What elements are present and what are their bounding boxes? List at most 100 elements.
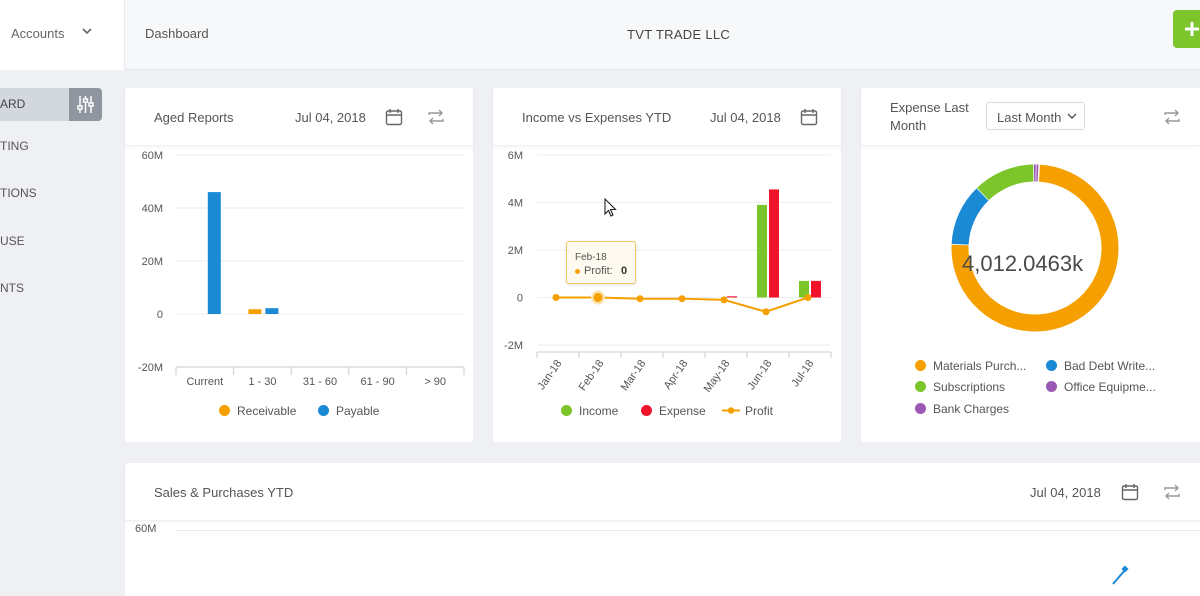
date-picker[interactable]: Jul 04, 2018 [295, 110, 366, 125]
y-tick-label: 40M [142, 203, 163, 215]
legend-dot [915, 381, 926, 392]
sidebar-item-label: ARD [0, 97, 26, 111]
tooltip-value: 0 [621, 265, 628, 277]
series-line-fragment [1112, 565, 1129, 585]
company-name: TVT TRADE LLC [627, 27, 731, 42]
date-picker[interactable]: Jul 04, 2018 [1030, 485, 1101, 500]
income-expenses-chart: 6M 4M 2M 0 -2M Jan-18 Feb-18 Mar-18 Apr-18 May-18… [504, 150, 832, 395]
legend-label: Payable [336, 404, 380, 418]
card-header [861, 88, 1200, 146]
legend-dot [561, 405, 572, 416]
legend-dot [1046, 360, 1057, 371]
filter-button[interactable] [69, 88, 102, 121]
donut-slice [951, 187, 990, 246]
donut-center-value: 4,012.0463k [962, 251, 1084, 276]
card-title: Sales & Purchases YTD [154, 485, 294, 500]
x-tick-label: Feb-18 [577, 358, 607, 393]
x-tick-label: Apr-18 [662, 358, 691, 392]
sidebar-item-dashboard[interactable]: ARD [0, 88, 102, 121]
legend-label: Bad Debt Write... [1064, 359, 1156, 373]
profit-point [720, 296, 728, 304]
mouse-cursor-icon [604, 198, 617, 217]
card-title-line2: Month [890, 118, 927, 133]
x-tick-label: > 90 [424, 376, 446, 388]
calendar-icon[interactable] [1121, 483, 1139, 501]
card-title-line1: Expense Last [890, 100, 969, 115]
legend-label: Materials Purch... [933, 359, 1027, 373]
refresh-icon[interactable] [1163, 109, 1181, 125]
grid-line [176, 530, 1200, 531]
y-tick-label: 0 [517, 293, 523, 305]
chevron-down-icon [1067, 113, 1077, 119]
x-tick-label: Jun-18 [745, 358, 774, 392]
accounts-label: Accounts [11, 26, 65, 41]
x-tick-label: 31 - 60 [303, 376, 337, 388]
y-tick-label: 60M [142, 150, 163, 162]
profit-point [636, 295, 644, 303]
y-tick-label: 4M [508, 198, 523, 210]
x-tick-label: Jan-18 [535, 358, 564, 392]
x-tick-label: 61 - 90 [360, 376, 394, 388]
bar-payable [207, 192, 221, 314]
bar-expense [811, 280, 821, 298]
legend-label: Profit [745, 404, 774, 418]
income-expenses-card [493, 88, 841, 442]
legend-dot [1046, 381, 1057, 392]
y-tick-label: -20M [138, 362, 163, 374]
bar-receivable [248, 309, 262, 314]
legend-dot [915, 360, 926, 371]
card-title: Income vs Expenses YTD [522, 110, 672, 125]
x-tick-label: 1 - 30 [248, 376, 276, 388]
legend-dot [318, 405, 329, 416]
bar-expense [769, 189, 779, 298]
sales-purchases-card [125, 463, 1200, 596]
legend-line-marker [722, 407, 740, 414]
legend-dot [641, 405, 652, 416]
plus-icon [1185, 22, 1199, 36]
period-select-value: Last Month [997, 110, 1062, 125]
bar-income [757, 204, 767, 298]
period-select[interactable]: Last Month [986, 102, 1085, 130]
date-picker[interactable]: Jul 04, 2018 [710, 110, 781, 125]
sidebar-item-transactions[interactable]: TIONS [0, 186, 37, 200]
bar-payable [265, 308, 279, 314]
refresh-icon[interactable] [427, 109, 445, 125]
chart-tooltip: Feb-18 Profit: 0 [566, 241, 636, 284]
sidebar-item-warehouse[interactable]: USE [0, 234, 25, 248]
y-tick-label: 60M [135, 523, 157, 535]
x-tick-label: Jul-18 [789, 358, 816, 389]
expense-donut-chart [951, 164, 1119, 332]
profit-point [762, 308, 770, 316]
legend-label: Bank Charges [933, 402, 1010, 416]
accounts-menu[interactable]: Accounts [0, 0, 125, 70]
sliders-icon [77, 96, 94, 113]
legend-dot [915, 403, 926, 414]
x-tick-label: May-18 [702, 358, 733, 395]
x-tick-label: Mar-18 [619, 358, 649, 393]
y-tick-label: 2M [508, 245, 523, 257]
legend-label: Subscriptions [933, 380, 1006, 394]
y-tick-label: -2M [504, 340, 523, 352]
profit-point [804, 294, 812, 301]
calendar-icon[interactable] [800, 108, 818, 126]
card-title: Aged Reports [154, 110, 234, 125]
add-button[interactable] [1173, 10, 1200, 48]
calendar-icon[interactable] [385, 108, 403, 126]
donut-slice-separator [976, 187, 990, 201]
legend-dot [219, 405, 230, 416]
sidebar-item-accounting[interactable]: TING [0, 139, 29, 153]
donut-slice-separator [1037, 164, 1040, 182]
sidebar: ARD TING TIONS USE NTS [0, 70, 113, 596]
card-header [125, 88, 473, 146]
aged-reports-chart: 60M 40M 20M 0 -20M Current 1 - 30 31 - 60 61 - 9… [138, 150, 465, 388]
legend-label: Receivable [237, 404, 297, 418]
bar-income [799, 280, 809, 298]
refresh-icon[interactable] [1163, 484, 1181, 500]
legend-label: Income [579, 404, 619, 418]
card-header [493, 88, 841, 146]
profit-point [593, 293, 603, 302]
breadcrumb[interactable]: Dashboard [145, 26, 209, 41]
tooltip-dot [575, 269, 580, 274]
sidebar-item-reports[interactable]: NTS [0, 281, 24, 295]
card-header [125, 463, 1200, 521]
